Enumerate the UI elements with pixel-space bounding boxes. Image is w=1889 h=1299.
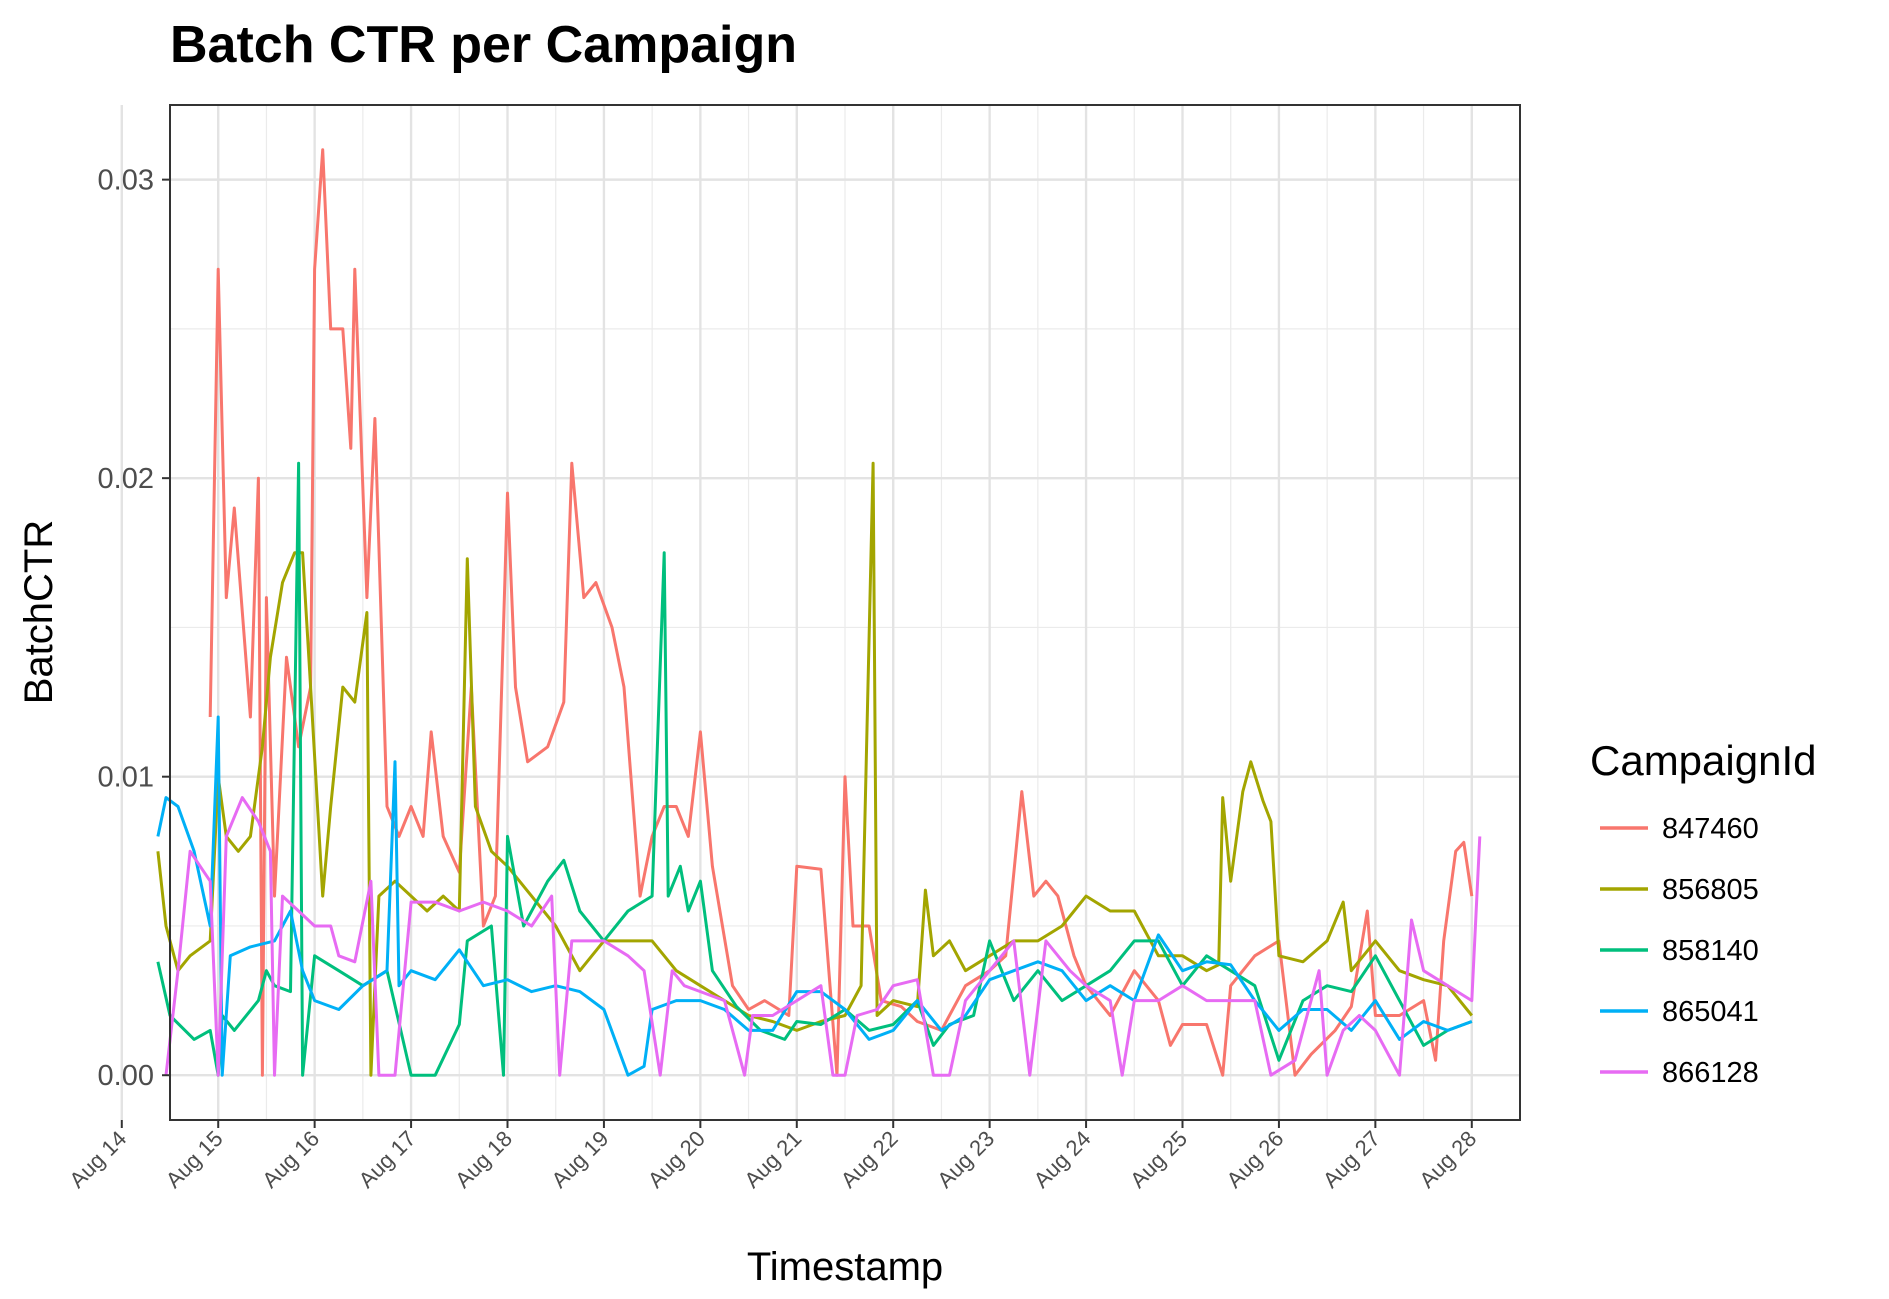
legend-label-866128: 866128	[1662, 1057, 1759, 1089]
series-line-847460	[208, 148, 1474, 1077]
x-tick-label: Aug 18	[450, 1126, 517, 1193]
x-axis-title: Timestamp	[747, 1245, 943, 1289]
legend-label-858140: 858140	[1662, 935, 1759, 967]
x-tick-label: Aug 21	[739, 1126, 806, 1193]
series-line-858140	[156, 461, 1473, 1077]
x-tick-label: Aug 15	[161, 1126, 228, 1193]
x-tick-label: Aug 16	[257, 1126, 324, 1193]
legend-label-865041: 865041	[1662, 996, 1759, 1028]
x-tick-label: Aug 20	[643, 1126, 710, 1193]
series-line-856805	[156, 461, 1473, 1077]
x-tick-label: Aug 25	[1125, 1126, 1192, 1193]
y-tick-label: 0.02	[98, 463, 154, 495]
legend-label-856805: 856805	[1662, 874, 1759, 906]
y-tick-label: 0.01	[98, 762, 154, 794]
x-tick-label: Aug 14	[64, 1126, 131, 1193]
x-tick-label: Aug 22	[836, 1126, 903, 1193]
x-tick-label: Aug 17	[354, 1126, 421, 1193]
x-tick-label: Aug 24	[1029, 1126, 1096, 1193]
legend-items: 847460 856805 858140 865041 866128	[1600, 813, 1759, 1089]
grid-minor	[169, 105, 1520, 1120]
legend-label-847460: 847460	[1662, 813, 1759, 845]
x-tick-label: Aug 19	[546, 1126, 613, 1193]
series-line-865041	[156, 715, 1473, 1077]
x-tick-label: Aug 26	[1221, 1126, 1288, 1193]
legend-title: CampaignId	[1590, 737, 1816, 784]
y-axis: 0.00 0.01 0.02 0.03	[98, 165, 170, 1092]
legend: CampaignId 847460 856805 858140 865041 86612…	[1590, 737, 1816, 1089]
y-axis-title: BatchCTR	[17, 520, 61, 705]
chart-title: Batch CTR per Campaign	[170, 16, 797, 74]
x-tick-label: Aug 27	[1318, 1126, 1385, 1193]
y-tick-label: 0.00	[98, 1060, 154, 1092]
y-tick-label: 0.03	[98, 165, 154, 197]
plot-border	[169, 104, 1521, 1121]
x-axis: Aug 14 Aug 15 Aug 16 Aug 17 Aug 18 Aug 19 Aug …	[64, 1120, 1481, 1193]
x-tick-label: Aug 28	[1414, 1126, 1481, 1193]
x-tick-label: Aug 23	[932, 1126, 999, 1193]
series-lines	[156, 148, 1482, 1077]
series-line-866128	[164, 796, 1482, 1077]
